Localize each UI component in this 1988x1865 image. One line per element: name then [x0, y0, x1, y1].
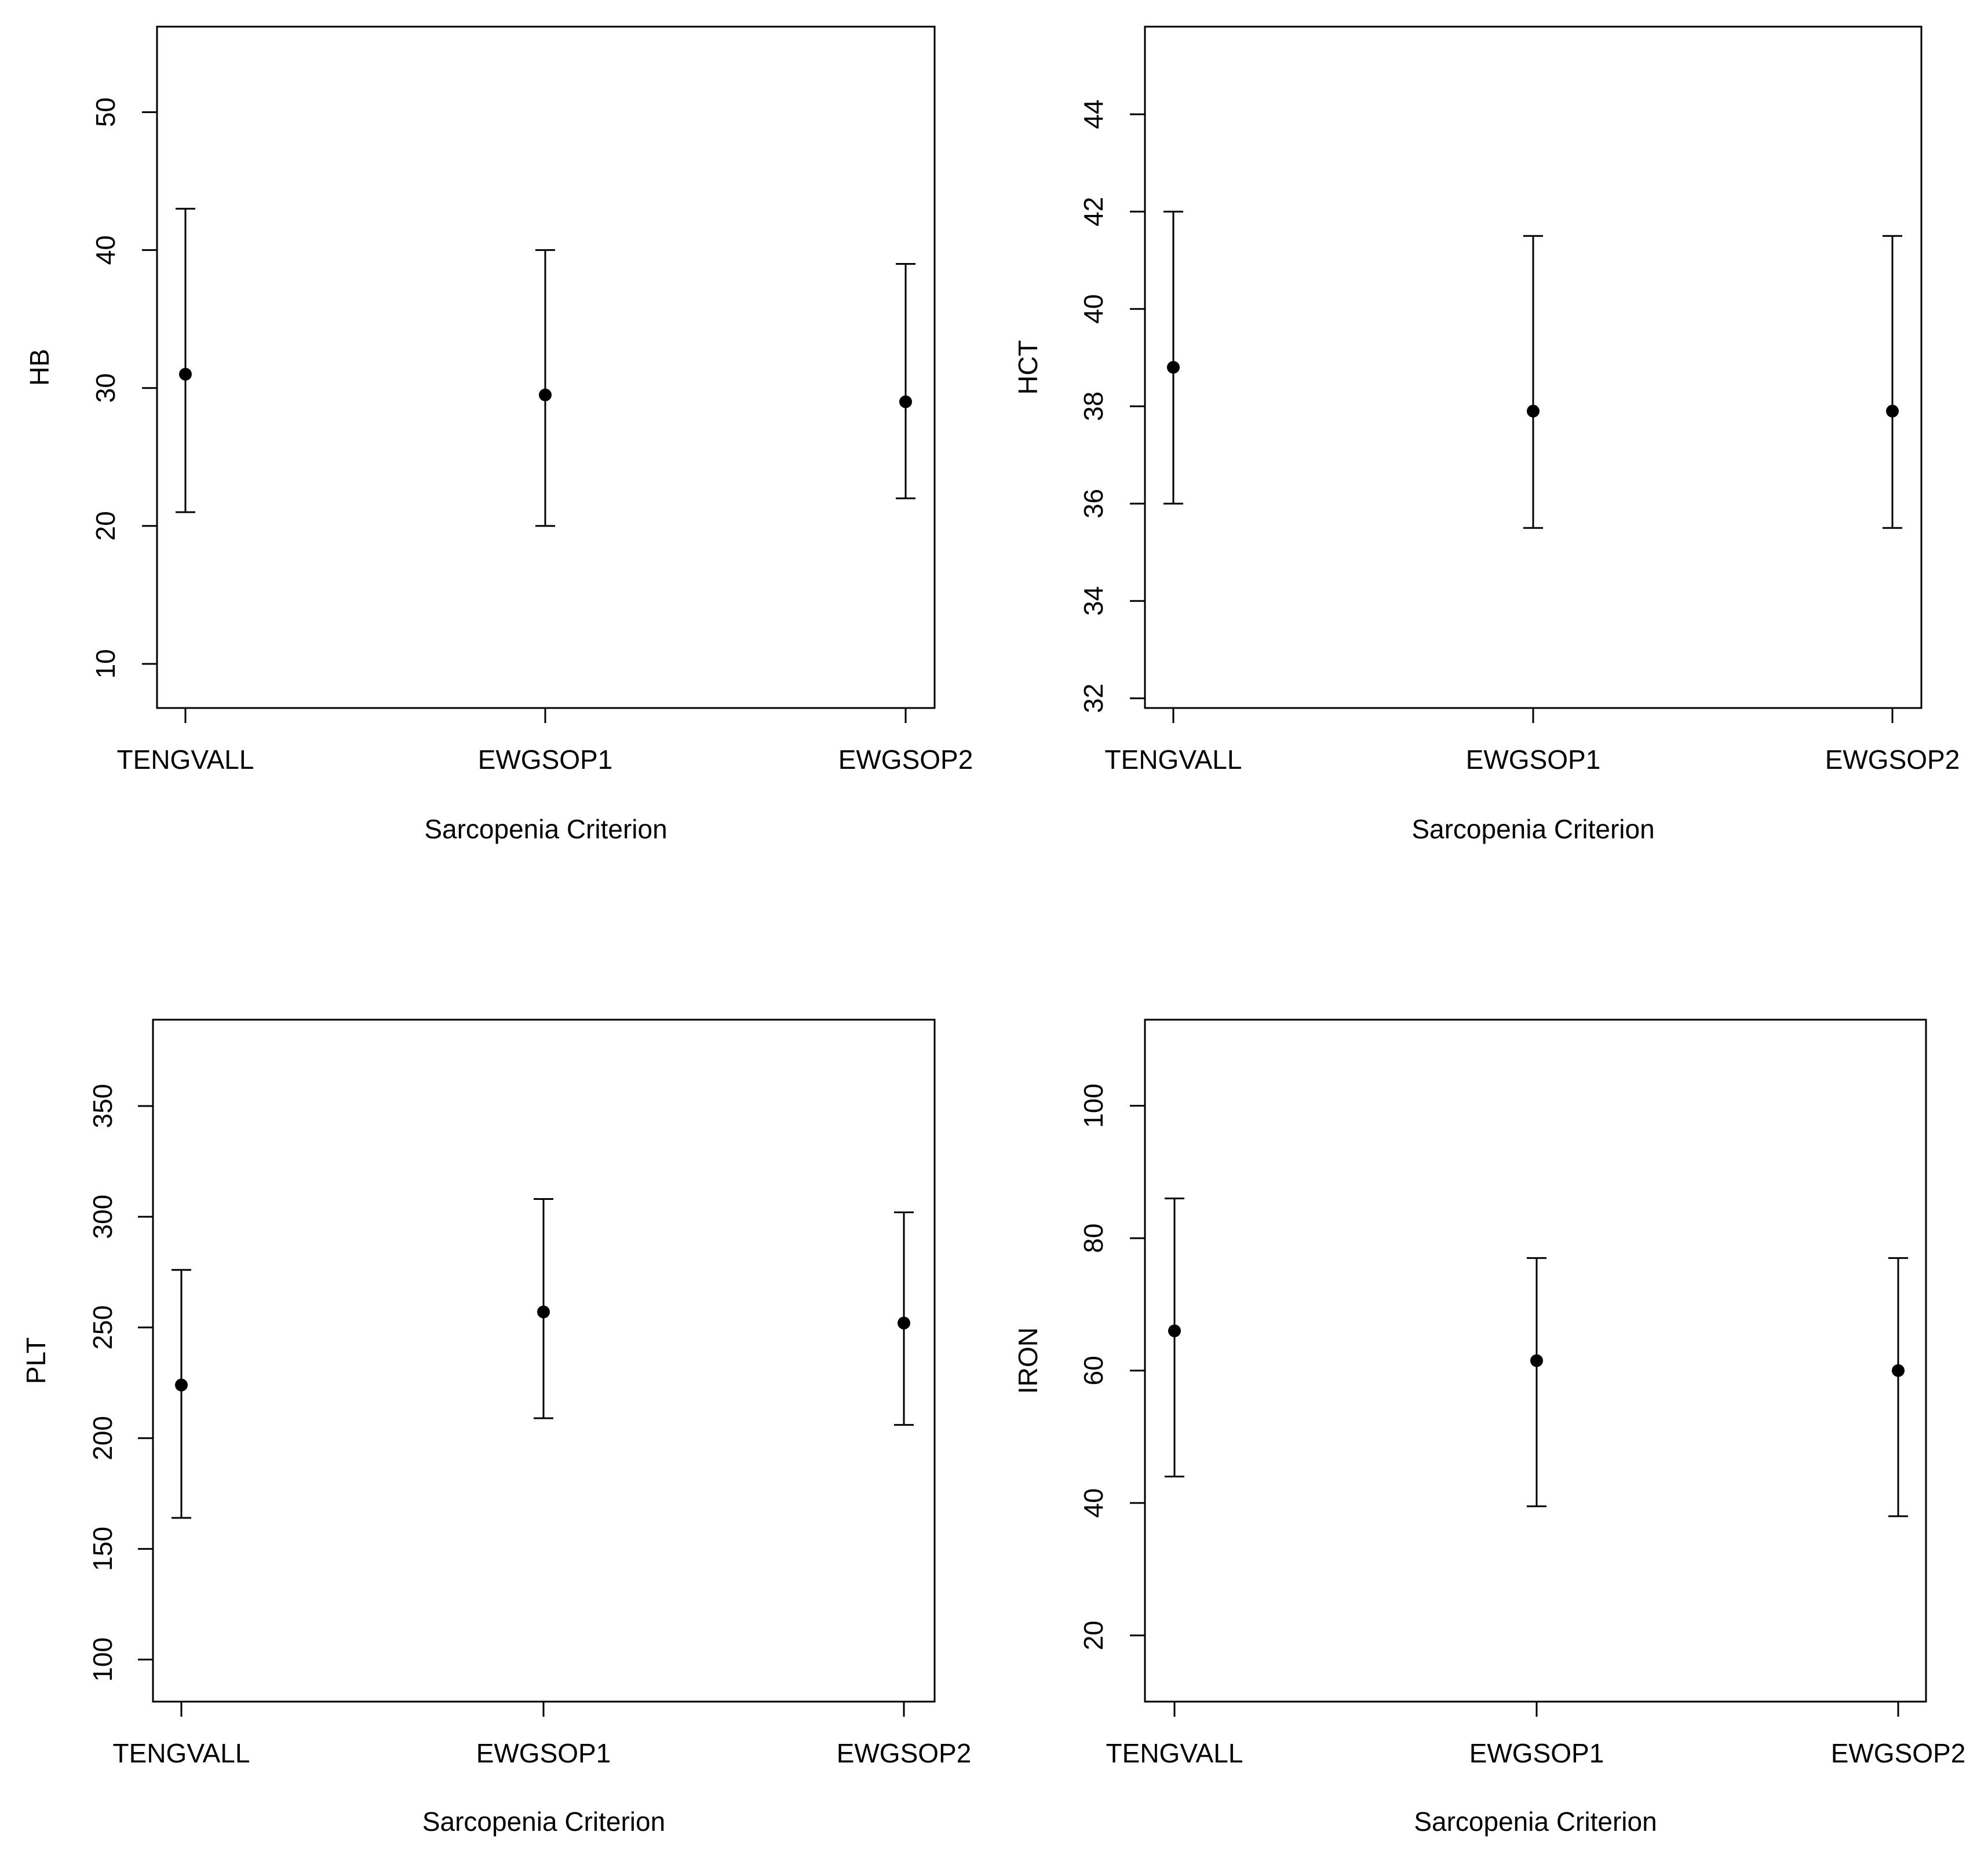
error-bar-tengvall [1165, 1198, 1184, 1477]
error-bar-ewgsop1 [535, 249, 555, 527]
x-axis-title: Sarcopenia Criterion [1414, 1806, 1657, 1837]
y-tick-label: 20 [1078, 1621, 1108, 1650]
y-tick-label: 20 [90, 511, 121, 541]
x-axis-title: Sarcopenia Criterion [424, 814, 667, 844]
x-axis-title: Sarcopenia Criterion [422, 1806, 665, 1837]
plot-grid: 10 20 30 40 50 HB TENGVALL EWGSOP1 EWGSOP2 Sarcop… [21, 25, 1966, 1837]
x-tick-label-tengvall: TENGVALL [1106, 1738, 1243, 1768]
plot-frame [1144, 1019, 1927, 1703]
error-bar-ewgsop2 [1888, 1257, 1908, 1517]
error-bar-tengvall [176, 207, 195, 513]
data-point-tengvall [1168, 1324, 1181, 1338]
y-tick-label: 200 [87, 1416, 118, 1461]
data-point-ewgsop2 [898, 1316, 910, 1330]
y-tick-label: 40 [90, 235, 121, 265]
panel-plt: 100 150 200 250 300 350 PLT TENGVALL EWGSOP1 EWGS… [21, 1019, 972, 1837]
x-axis-title: Sarcopenia Criterion [1411, 814, 1654, 844]
x-tick-label-tengvall: TENGVALL [1105, 744, 1242, 775]
panel-hb: 10 20 30 40 50 HB TENGVALL EWGSOP1 EWGSOP2 Sarcop… [24, 25, 973, 844]
y-axis-title: HB [24, 349, 54, 386]
error-bar-ewgsop2 [1883, 235, 1902, 529]
panel-hct: 32 34 36 38 40 42 44 HCT TENGVALL EWGSOP1 EWGSOP2 S… [1013, 25, 1960, 844]
x-tick-label-tengvall: TENGVALL [117, 744, 254, 775]
x-tick-label-ewgsop2: EWGSOP2 [837, 1738, 972, 1768]
error-bar-ewgsop2 [896, 262, 915, 499]
data-point-tengvall [179, 367, 192, 381]
x-tick-label-ewgsop1: EWGSOP1 [476, 1738, 611, 1768]
y-axis-title: PLT [21, 1337, 51, 1384]
y-tick-label: 80 [1078, 1224, 1108, 1253]
data-point-ewgsop1 [1530, 1354, 1543, 1367]
y-tick-label: 36 [1078, 489, 1108, 519]
y-tick-label: 40 [1078, 294, 1108, 324]
y-tick-label: 100 [87, 1637, 118, 1682]
error-bar-ewgsop1 [1527, 1257, 1546, 1508]
y-tick-label: 50 [90, 97, 121, 127]
error-bar-tengvall [172, 1269, 191, 1519]
y-tick-label: 10 [90, 649, 121, 678]
error-bar-tengvall [1163, 210, 1183, 505]
x-tick-label-ewgsop2: EWGSOP2 [838, 744, 973, 775]
data-point-ewgsop1 [537, 1305, 550, 1319]
y-tick-label: 42 [1078, 197, 1108, 227]
y-tick-label: 40 [1078, 1488, 1108, 1518]
x-tick-label-tengvall: TENGVALL [113, 1738, 250, 1768]
y-tick-label: 250 [87, 1305, 118, 1350]
y-axis-title: HCT [1013, 340, 1043, 395]
y-tick-label: 34 [1078, 586, 1108, 616]
y-tick-label: 32 [1078, 684, 1108, 713]
x-tick-label-ewgsop1: EWGSOP1 [1469, 1738, 1604, 1768]
panel-iron: 20 40 60 80 100 IRON TENGVALL EWGSOP1 EWGSOP2 Sar… [1013, 1019, 1966, 1837]
y-tick-label: 150 [87, 1527, 118, 1571]
y-tick-label: 60 [1078, 1356, 1108, 1385]
y-tick-label: 30 [90, 373, 121, 403]
data-point-tengvall [175, 1378, 188, 1392]
data-point-ewgsop1 [539, 388, 552, 402]
x-tick-label-ewgsop2: EWGSOP2 [1831, 1738, 1966, 1768]
y-tick-label: 44 [1078, 100, 1108, 129]
y-axis-title: IRON [1013, 1327, 1043, 1394]
y-tick-label: 350 [87, 1084, 118, 1129]
data-point-ewgsop2 [1892, 1364, 1905, 1377]
y-tick-label: 100 [1078, 1083, 1108, 1128]
x-tick-label-ewgsop2: EWGSOP2 [1825, 744, 1960, 775]
y-tick-label: 300 [87, 1195, 118, 1239]
data-point-ewgsop2 [1886, 404, 1899, 418]
error-bar-ewgsop1 [1523, 235, 1543, 529]
data-point-ewgsop1 [1527, 404, 1540, 418]
y-tick-label: 38 [1078, 392, 1108, 421]
x-tick-label-ewgsop1: EWGSOP1 [1466, 744, 1601, 775]
data-point-ewgsop2 [899, 395, 912, 408]
x-tick-label-ewgsop1: EWGSOP1 [478, 744, 613, 775]
data-point-tengvall [1167, 361, 1180, 374]
